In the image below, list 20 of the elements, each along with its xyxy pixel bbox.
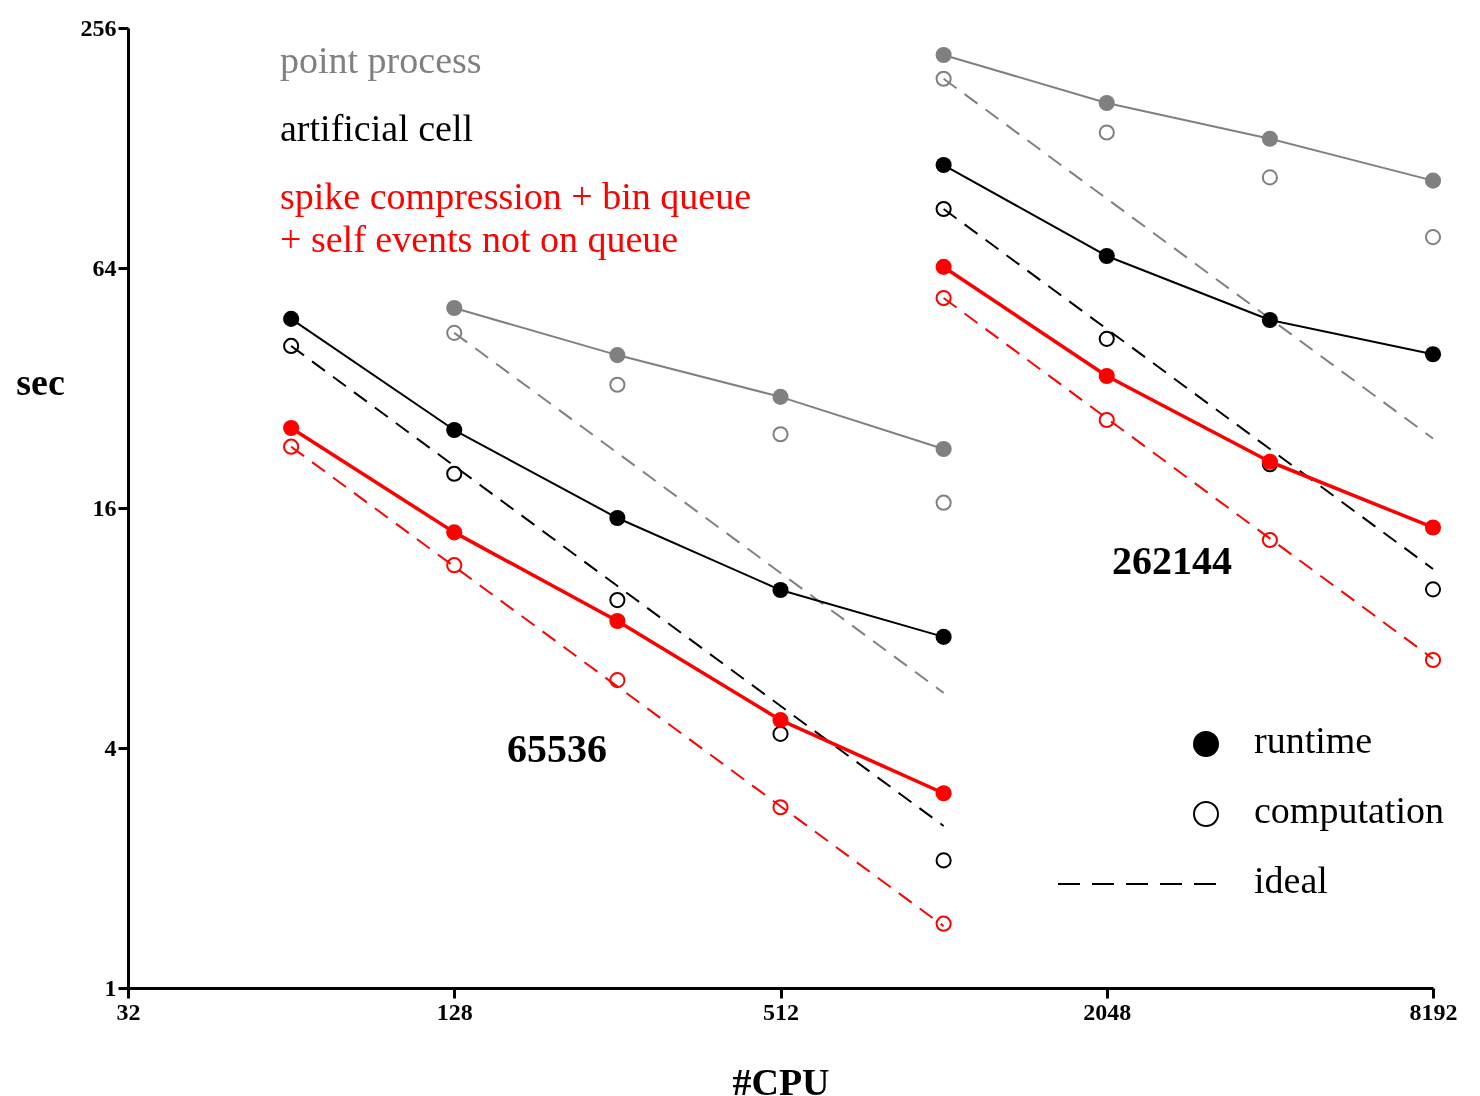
annotation: 262144 [1112,538,1232,583]
y-axis-title: sec [16,360,65,403]
y-tick-label: 256 [80,14,117,41]
x-tick-label: 128 [436,998,473,1025]
annotation: runtime [1254,719,1373,761]
y-tick-label: 4 [104,734,117,761]
text: spike compression + bin queue + self events not on queue [280,175,752,260]
text: point process [280,39,482,81]
y-tick-label: 64 [92,254,117,281]
y-tick-label: 16 [92,494,117,521]
x-axis-title: #CPU [732,1060,830,1096]
x-tick-label: 2048 [1083,998,1132,1025]
annotation: computation [1254,789,1444,831]
y-tick-label: 1 [104,974,117,1001]
annotation: ideal [1254,859,1328,901]
x-tick-label: 8192 [1409,998,1458,1025]
text: artificial cell [280,107,474,149]
annotation: 65536 [507,726,607,771]
x-tick-label: 32 [116,998,141,1025]
x-tick-label: 512 [763,998,799,1025]
